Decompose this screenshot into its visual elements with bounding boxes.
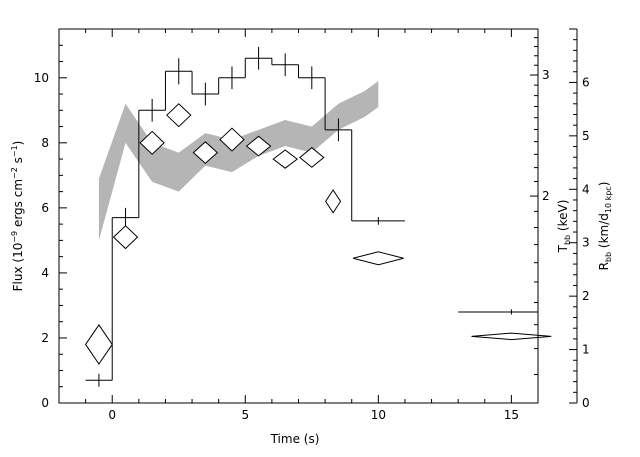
x-tick-label: 0 — [108, 408, 116, 422]
y-radius-tick-label: 5 — [582, 129, 590, 143]
y-temperature-tick-label: 3 — [542, 68, 550, 82]
axes-layer: 0 5 10 15 0 2 4 6 8 10 2 3 0 1 2 3 4 5 6 — [34, 28, 590, 422]
temperature-diamond — [272, 149, 298, 169]
temperature-diamond — [471, 332, 552, 341]
x-tick-label: 10 — [371, 408, 386, 422]
y-radius-tick-label: 0 — [582, 396, 590, 410]
x-axis-title: Time (s) — [270, 432, 320, 446]
flux-steps-layer — [85, 46, 538, 387]
temperature-diamond — [192, 141, 219, 164]
temperature-diamond — [219, 127, 245, 152]
temperature-diamond — [166, 103, 192, 128]
radius-band — [98, 81, 379, 241]
x-tick-label: 15 — [504, 408, 519, 422]
x-tick-label: 5 — [241, 408, 249, 422]
temperature-diamond — [139, 130, 165, 155]
temperature-diamond — [112, 225, 139, 250]
y-left-tick-label: 10 — [34, 71, 49, 85]
y-radius-tick-label: 3 — [582, 236, 590, 250]
y-left-tick-label: 8 — [41, 136, 49, 150]
temperature-diamond — [245, 135, 272, 157]
y-radius-tick-label: 4 — [582, 182, 590, 196]
temperature-diamond — [299, 147, 325, 168]
y-temperature-axis-title: Tbb (keV) — [556, 200, 572, 254]
y-left-tick-label: 0 — [41, 396, 49, 410]
temperature-diamond — [85, 324, 113, 365]
y-temperature-tick-label: 2 — [542, 189, 550, 203]
y-radius-axis-title: Rbb (km/d10 kpc) — [597, 182, 613, 271]
temperature-diamond — [352, 251, 404, 266]
y-left-tick-label: 2 — [41, 331, 49, 345]
temperature-diamonds-layer — [85, 103, 552, 365]
y-left-tick-label: 4 — [41, 266, 49, 280]
y-left-axis-title: Flux (10−9 ergs cm−2 s−1) — [10, 141, 25, 292]
y-left-tick-label: 6 — [41, 201, 49, 215]
y-radius-tick-label: 6 — [582, 75, 590, 89]
y-radius-tick-label: 1 — [582, 343, 590, 357]
plot-frame — [58, 28, 539, 404]
temperature-diamond — [325, 189, 342, 214]
y-radius-tick-label: 2 — [582, 289, 590, 303]
radius-band-layer — [98, 81, 379, 241]
